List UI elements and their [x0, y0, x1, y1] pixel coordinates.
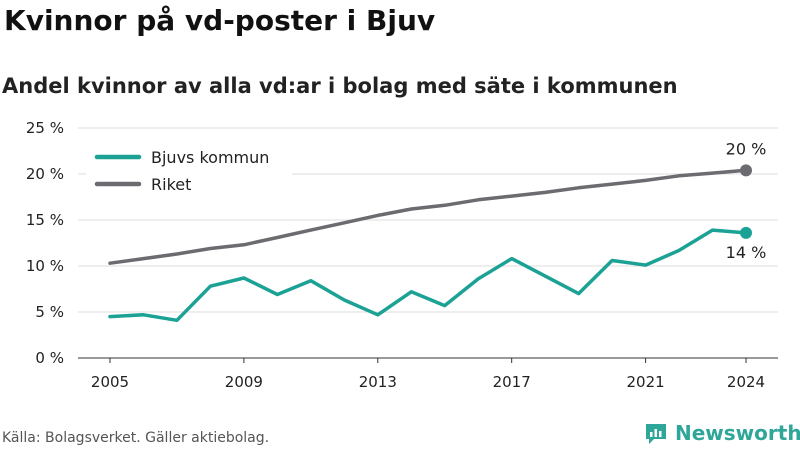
x-tick-label: 2017 — [493, 373, 531, 391]
y-tick-label: 25 % — [26, 119, 64, 137]
series-end-point — [740, 164, 752, 177]
y-tick-label: 0 % — [35, 349, 64, 367]
y-tick-label: 5 % — [35, 303, 64, 321]
brand-name: Newsworthy — [675, 421, 800, 445]
y-tick-label: 10 % — [26, 257, 64, 275]
brand-logo: Newsworthy — [644, 420, 800, 446]
x-tick-label: 2021 — [626, 373, 664, 391]
legend-label: Riket — [151, 175, 191, 194]
x-tick-label: 2013 — [359, 373, 397, 391]
line-chart: 0 % 5 % 10 % 15 % 20 % 25 % 2005 2009 2013 2017 20… — [26, 119, 778, 391]
x-tick-label: 2024 — [727, 373, 765, 391]
series-line — [108, 228, 748, 323]
x-tick-label: 2009 — [225, 373, 263, 391]
chart-title: Kvinnor på vd-poster i Bjuv — [4, 4, 436, 37]
series-line — [108, 168, 748, 265]
chart-subtitle: Andel kvinnor av alla vd:ar i bolag med … — [2, 74, 678, 98]
series-end-point — [740, 226, 752, 239]
series-end-label: 14 % — [726, 243, 767, 262]
newsworthy-logo-icon — [646, 424, 666, 444]
legend-background — [86, 138, 292, 198]
legend-label: Bjuvs kommun — [151, 148, 269, 167]
series-end-label: 20 % — [726, 139, 767, 158]
y-tick-label: 15 % — [26, 211, 64, 229]
source-note: Källa: Bolagsverket. Gäller aktiebolag. — [2, 430, 270, 446]
x-tick-label: 2005 — [91, 373, 129, 391]
y-tick-label: 20 % — [26, 165, 64, 183]
